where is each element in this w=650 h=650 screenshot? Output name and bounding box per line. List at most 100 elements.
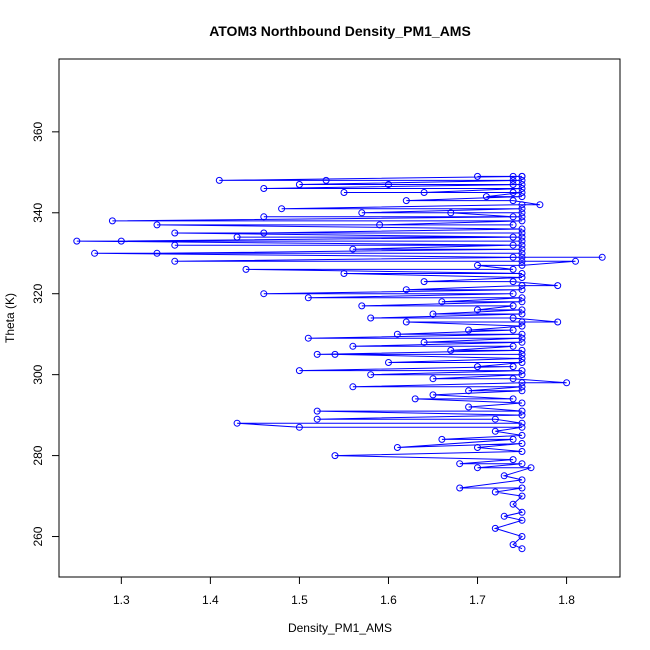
data-point (518, 334, 526, 342)
data-point (402, 197, 410, 205)
data-point (598, 253, 606, 261)
x-tick-label: 1.7 (469, 593, 486, 607)
data-point (153, 221, 161, 229)
data-point (491, 488, 499, 496)
data-point (491, 524, 499, 532)
data-point (518, 306, 526, 314)
data-point (518, 225, 526, 233)
data-point (402, 286, 410, 294)
data-point (527, 464, 535, 472)
data-point (474, 363, 481, 371)
data-point (313, 350, 321, 358)
data-point (518, 176, 526, 184)
data-point (518, 294, 526, 302)
data-point (509, 326, 517, 334)
data-point (313, 415, 321, 423)
data-point (518, 217, 526, 225)
data-point (518, 237, 526, 245)
data-point (474, 306, 481, 314)
data-point (518, 355, 526, 362)
y-axis: 260 280 300 320 340 360 (31, 122, 59, 547)
data-point (429, 310, 437, 318)
data-point (518, 411, 526, 419)
data-point (518, 205, 526, 213)
data-point (518, 181, 526, 188)
data-point (518, 245, 526, 253)
data-point (518, 407, 526, 415)
data-point (438, 435, 446, 443)
data-point (465, 326, 473, 334)
data-point (518, 172, 526, 180)
data-point (215, 176, 223, 184)
data-point (518, 516, 526, 524)
data-point (518, 209, 526, 217)
data-point (518, 367, 526, 375)
data-point (358, 302, 366, 310)
data-point (509, 435, 517, 443)
data-point (304, 334, 312, 342)
data-point (153, 249, 161, 257)
y-tick-label: 300 (31, 364, 45, 384)
data-point (518, 241, 526, 249)
data-point (465, 387, 473, 395)
data-point (474, 172, 481, 180)
data-point (438, 298, 446, 306)
data-point (509, 221, 517, 229)
data-point (518, 274, 526, 281)
data-point (518, 229, 526, 237)
data-point (518, 419, 526, 427)
data-point (518, 310, 526, 318)
data-point (260, 185, 268, 192)
x-tick-label: 1.6 (380, 593, 397, 607)
data-point (456, 484, 464, 492)
data-point (509, 265, 517, 273)
data-point (402, 318, 410, 326)
data-point (518, 460, 526, 468)
data-point (340, 270, 348, 277)
data-point (563, 379, 571, 387)
data-point (518, 249, 526, 257)
data-point (509, 181, 517, 188)
data-point (456, 460, 464, 468)
data-point (509, 197, 517, 205)
data-point (313, 407, 321, 415)
data-point (233, 233, 241, 241)
data-point (465, 403, 473, 411)
data-point (518, 476, 526, 484)
data-point (260, 290, 268, 298)
data-point (73, 237, 81, 245)
data-point (518, 338, 526, 346)
data-point (518, 257, 526, 265)
data-point (509, 278, 517, 286)
data-point (536, 201, 544, 209)
data-point (233, 419, 241, 427)
x-axis-label: Density_PM1_AMS (288, 621, 392, 635)
data-point (509, 395, 517, 403)
data-point (518, 189, 526, 196)
data-point (117, 237, 125, 245)
data-point (278, 205, 286, 213)
data-point (518, 253, 526, 261)
data-point (509, 456, 517, 464)
data-point (518, 399, 526, 407)
data-point (518, 201, 526, 209)
data-point (331, 350, 339, 358)
data-point (509, 500, 517, 508)
data-point (340, 189, 348, 196)
data-point (518, 346, 526, 354)
data-point (518, 318, 526, 326)
data-point (91, 249, 99, 257)
data-point (518, 350, 526, 358)
data-point (385, 181, 392, 188)
data-point (171, 241, 179, 249)
data-point (349, 342, 357, 350)
data-point (518, 213, 526, 221)
data-point (518, 492, 526, 500)
data-point (474, 464, 481, 472)
data-point (447, 209, 455, 217)
x-tick-label: 1.3 (113, 593, 130, 607)
data-point (322, 176, 330, 184)
data-point (420, 338, 428, 346)
data-point (260, 229, 268, 237)
data-point (509, 363, 517, 371)
